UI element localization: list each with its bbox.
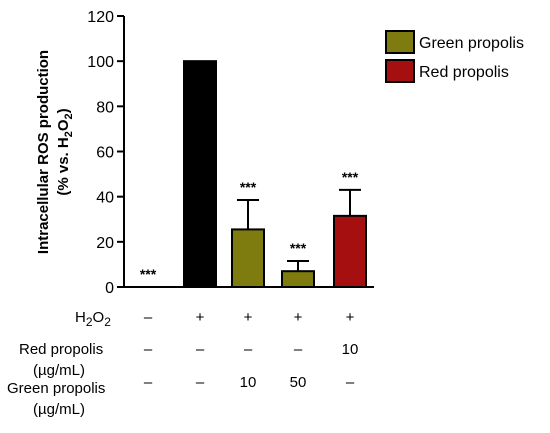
red-propolis-row-label: Red propolis bbox=[19, 341, 103, 358]
bar bbox=[231, 228, 265, 289]
condition-value: + bbox=[346, 309, 355, 326]
h2o2-label-sub: 2 bbox=[104, 315, 111, 329]
y-axis-label-line2-part: (% vs. H bbox=[55, 137, 72, 195]
condition-value: – bbox=[244, 341, 253, 358]
condition-value: – bbox=[196, 374, 205, 391]
y-tick-label: 80 bbox=[96, 99, 114, 116]
condition-value: – bbox=[144, 341, 153, 358]
green-propolis-row-unit: (µg/mL) bbox=[33, 401, 85, 418]
y-ticks: 0 20 40 60 80 100 120 bbox=[87, 9, 124, 297]
legend-swatch bbox=[385, 30, 415, 54]
y-tick-label: 100 bbox=[87, 54, 114, 71]
y-axis-label-line2-part: O bbox=[55, 119, 72, 131]
y-tick-label: 120 bbox=[87, 9, 114, 26]
y-tick-label: 40 bbox=[96, 190, 114, 207]
y-axis-label-sub: 2 bbox=[63, 113, 75, 119]
h2o2-row-label: H2O2 bbox=[75, 309, 111, 329]
y-tick-label: 60 bbox=[96, 145, 114, 162]
condition-value: 10 bbox=[240, 374, 257, 391]
significance-mark: *** bbox=[342, 169, 359, 185]
h2o2-label-part: H bbox=[75, 309, 86, 326]
h2o2-label-part: O bbox=[93, 309, 105, 326]
bar bbox=[281, 270, 315, 289]
significance-mark: *** bbox=[240, 179, 257, 195]
legend-swatch bbox=[385, 59, 415, 83]
legend-label: Green propolis bbox=[419, 35, 524, 52]
condition-value: + bbox=[294, 309, 303, 326]
y-axis-label-sub: 2 bbox=[63, 131, 75, 137]
red-propolis-row-unit: (µg/mL) bbox=[33, 362, 85, 379]
condition-values: – + + + + – – – – 10 – – 10 50 – bbox=[144, 309, 359, 391]
condition-value: + bbox=[196, 309, 205, 326]
condition-value: – bbox=[144, 374, 153, 391]
green-propolis-row-label: Green propolis bbox=[7, 380, 105, 397]
condition-table: H2O2 Red propolis (µg/mL) Green propolis… bbox=[7, 309, 358, 418]
bars bbox=[183, 60, 367, 289]
condition-value: – bbox=[144, 309, 153, 326]
condition-value: – bbox=[346, 374, 355, 391]
error-bars bbox=[237, 188, 361, 272]
significance-marks: *** *** *** *** bbox=[140, 169, 359, 282]
y-axis-label-line2-part: ) bbox=[55, 108, 72, 113]
condition-value: – bbox=[196, 341, 205, 358]
condition-value: 50 bbox=[290, 374, 307, 391]
condition-value: + bbox=[244, 309, 253, 326]
condition-value: – bbox=[294, 341, 303, 358]
bar bbox=[333, 214, 367, 288]
h2o2-label-sub: 2 bbox=[86, 315, 93, 329]
bar bbox=[183, 60, 217, 288]
y-tick-label: 20 bbox=[96, 235, 114, 252]
legend: Green propolis Red propolis bbox=[385, 30, 524, 83]
significance-mark: *** bbox=[290, 240, 307, 256]
y-tick-label: 0 bbox=[105, 280, 114, 297]
legend-label: Red propolis bbox=[419, 64, 509, 81]
condition-value: 10 bbox=[342, 341, 359, 358]
significance-mark: *** bbox=[140, 266, 157, 282]
y-axis-label-line2: (% vs. H2O2) bbox=[55, 108, 75, 195]
y-axis-label-line1: Intracellular ROS production bbox=[35, 50, 52, 254]
